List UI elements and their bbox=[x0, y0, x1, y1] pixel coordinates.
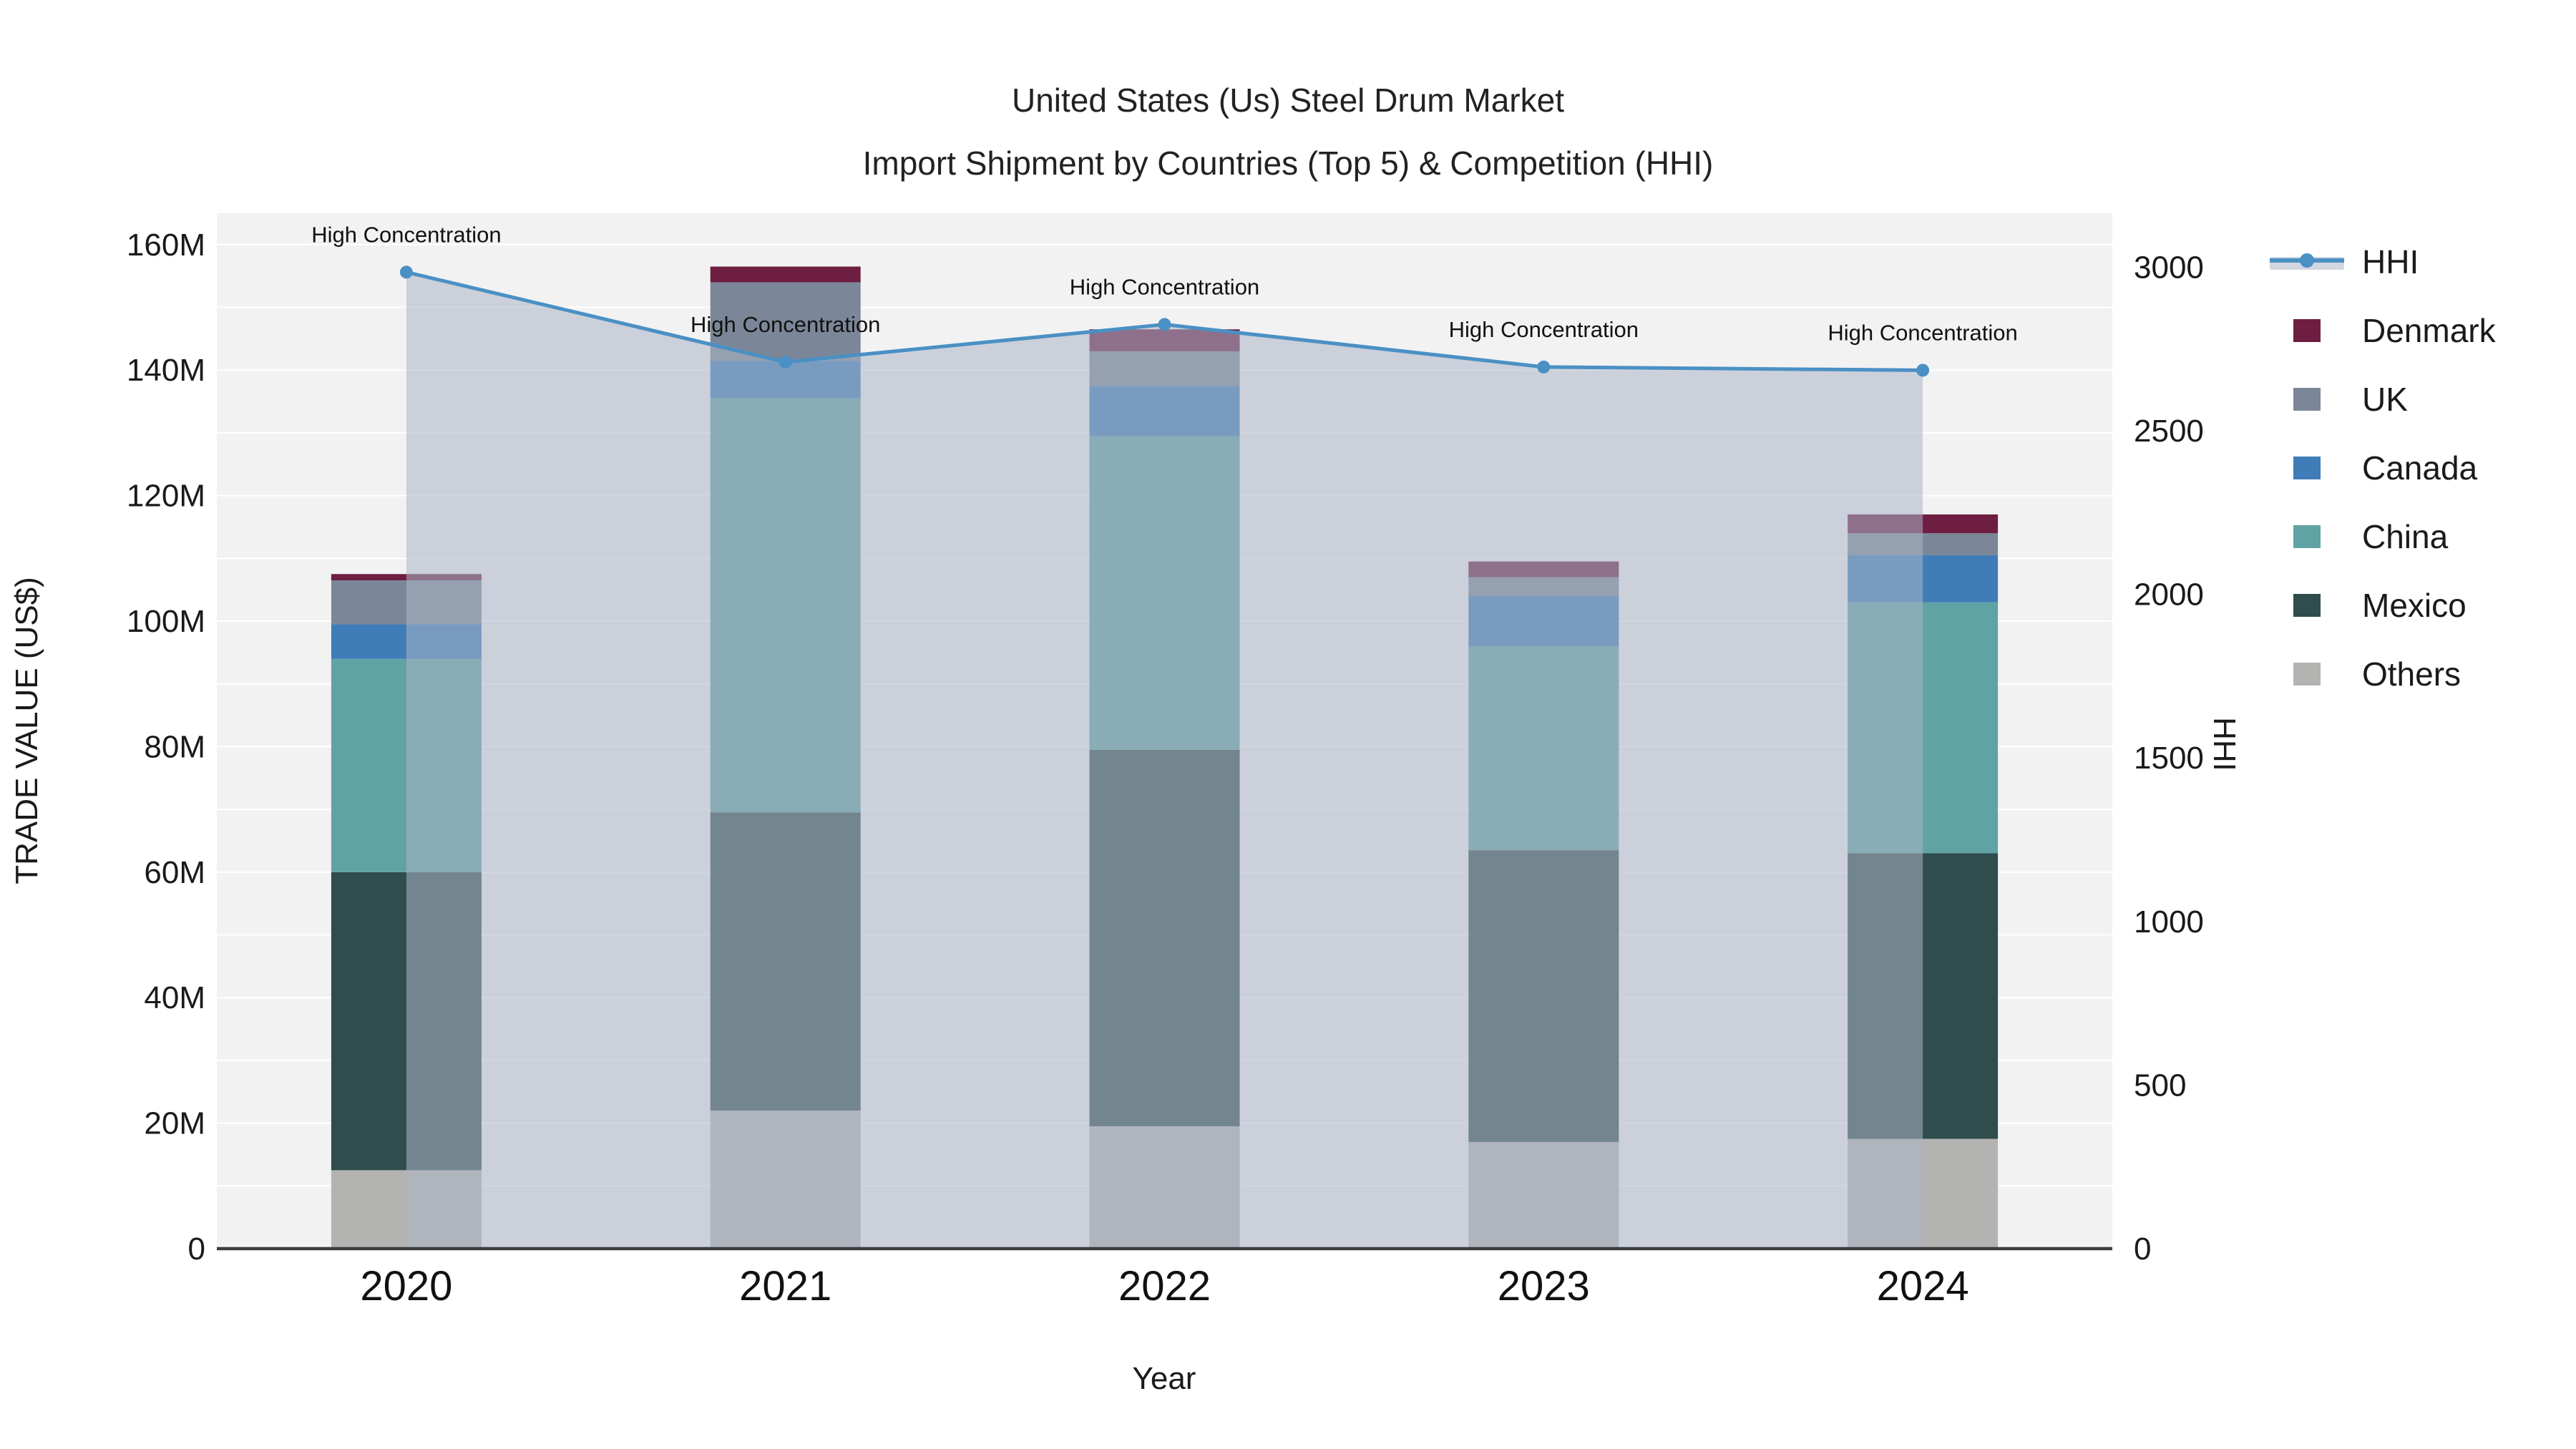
legend-item-denmark[interactable]: Denmark bbox=[2265, 296, 2496, 365]
legend-label-mexico: Mexico bbox=[2362, 587, 2467, 624]
y-right-tick-0: 0 bbox=[2134, 1231, 2151, 1267]
y-left-tick-40M: 40M bbox=[144, 980, 205, 1015]
legend: HHI Denmark UK Canada China Mexico Others bbox=[2265, 228, 2496, 708]
legend-label-uk: UK bbox=[2362, 381, 2408, 418]
chart-title-line2: Import Shipment by Countries (Top 5) & C… bbox=[862, 145, 1714, 182]
legend-swatch-denmark bbox=[2293, 319, 2321, 342]
y-left-tick-100M: 100M bbox=[127, 604, 205, 639]
x-tick-2023: 2023 bbox=[1498, 1263, 1590, 1309]
hhi-marker-2023 bbox=[1537, 360, 1551, 374]
legend-label-hhi: HHI bbox=[2362, 243, 2419, 280]
y-right-tick-2500: 2500 bbox=[2134, 414, 2204, 449]
legend-glyph-denmark bbox=[2265, 319, 2349, 342]
legend-item-hhi[interactable]: HHI bbox=[2265, 228, 2496, 296]
annotation-high-concentration-2020: High Concentration bbox=[311, 222, 501, 247]
x-tick-2022: 2022 bbox=[1118, 1263, 1211, 1309]
annotation-high-concentration-2022: High Concentration bbox=[1070, 274, 1259, 299]
legend-label-denmark: Denmark bbox=[2362, 312, 2496, 349]
legend-item-canada[interactable]: Canada bbox=[2265, 434, 2496, 502]
x-tick-2024: 2024 bbox=[1877, 1263, 1969, 1309]
annotation-high-concentration-2021: High Concentration bbox=[691, 312, 880, 337]
hhi-marker-2020 bbox=[399, 265, 413, 279]
legend-label-canada: Canada bbox=[2362, 449, 2478, 487]
legend-glyph-canada bbox=[2265, 457, 2349, 479]
chart-title: United States (Us) Steel Drum Market Imp… bbox=[0, 69, 2576, 195]
hhi-marker-2022 bbox=[1158, 318, 1171, 331]
y-left-tick-140M: 140M bbox=[127, 353, 205, 388]
y-right-tick-3000: 3000 bbox=[2134, 250, 2204, 285]
x-tick-2020: 2020 bbox=[360, 1263, 452, 1309]
legend-glyph-uk bbox=[2265, 388, 2349, 411]
bar-segment-denmark-2021 bbox=[710, 266, 861, 283]
legend-swatch-china bbox=[2293, 525, 2321, 548]
y-left-tick-80M: 80M bbox=[144, 729, 205, 764]
legend-label-china: China bbox=[2362, 518, 2449, 555]
legend-glyph-hhi bbox=[2265, 251, 2349, 273]
y-right-tick-1000: 1000 bbox=[2134, 904, 2204, 940]
hhi-area-fill bbox=[406, 272, 1923, 1249]
y-right-tick-1500: 1500 bbox=[2134, 741, 2204, 776]
y-left-tick-160M: 160M bbox=[127, 228, 205, 263]
legend-label-others: Others bbox=[2362, 655, 2462, 693]
legend-glyph-others bbox=[2265, 663, 2349, 686]
legend-swatch-uk bbox=[2293, 388, 2321, 411]
hhi-marker-2021 bbox=[779, 356, 792, 369]
legend-item-uk[interactable]: UK bbox=[2265, 365, 2496, 434]
legend-item-mexico[interactable]: Mexico bbox=[2265, 571, 2496, 640]
x-axis-title: Year bbox=[1132, 1361, 1196, 1396]
legend-item-china[interactable]: China bbox=[2265, 502, 2496, 571]
chart-title-line1: United States (Us) Steel Drum Market bbox=[1011, 82, 1564, 119]
y-left-tick-0: 0 bbox=[188, 1231, 205, 1267]
annotation-high-concentration-2023: High Concentration bbox=[1449, 317, 1639, 342]
y-right-tick-2000: 2000 bbox=[2134, 577, 2204, 613]
legend-glyph-mexico bbox=[2265, 594, 2349, 617]
y-left-tick-20M: 20M bbox=[144, 1106, 205, 1141]
annotation-high-concentration-2024: High Concentration bbox=[1828, 320, 2017, 345]
legend-swatch-mexico bbox=[2293, 594, 2321, 617]
legend-swatch-canada bbox=[2293, 457, 2321, 479]
y-left-tick-120M: 120M bbox=[127, 479, 205, 514]
hhi-marker-swatch bbox=[2300, 253, 2314, 268]
y-right-tick-500: 500 bbox=[2134, 1068, 2186, 1103]
legend-swatch-others bbox=[2293, 663, 2321, 686]
hhi-marker-2024 bbox=[1916, 364, 1930, 377]
legend-item-others[interactable]: Others bbox=[2265, 640, 2496, 708]
y-left-tick-60M: 60M bbox=[144, 855, 205, 890]
bar-segment-uk-2021 bbox=[710, 282, 861, 361]
x-tick-2021: 2021 bbox=[739, 1263, 831, 1309]
legend-glyph-china bbox=[2265, 525, 2349, 548]
